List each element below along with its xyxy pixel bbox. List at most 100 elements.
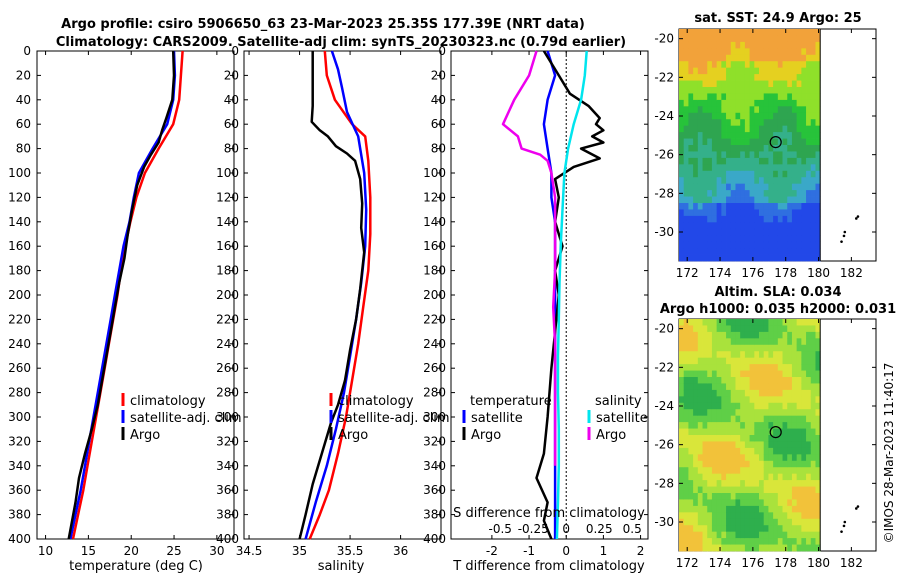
sla-cell (726, 435, 732, 442)
sst-cell (697, 125, 703, 133)
sst-lon-tick-label: 180 (807, 266, 830, 280)
sst-cell (707, 157, 713, 165)
depth-tick-label: 220 (8, 312, 31, 326)
sla-cell (801, 415, 807, 423)
sla-cell (782, 422, 788, 429)
sla-cell (693, 531, 699, 539)
diff-depth-tick-label: 160 (423, 239, 446, 253)
sst-cell (796, 54, 802, 62)
sst-cell (782, 80, 788, 88)
sst-cell (707, 203, 713, 210)
sst-cell (679, 203, 685, 210)
sla-cell (777, 499, 783, 507)
sst-cell (777, 222, 783, 230)
sst-cell (697, 241, 703, 249)
sla-cell (688, 531, 694, 539)
sst-cell (754, 241, 760, 249)
sla-cell (791, 505, 798, 513)
sst-cell (688, 29, 694, 36)
sla-cell (721, 460, 727, 468)
sst-cell (754, 112, 760, 120)
salinity-legend: climatology satellite-adj. clim Argo (329, 393, 450, 443)
sst-cell (707, 164, 713, 172)
sla-cell (702, 486, 708, 494)
sst-cell (773, 138, 779, 146)
sst-cell (735, 99, 741, 107)
sst-cell (697, 183, 703, 191)
sst-cell (815, 132, 821, 139)
sst-cell (697, 87, 703, 94)
sla-cell (744, 402, 750, 410)
sst-cell (711, 99, 718, 107)
sla-cell (773, 370, 779, 378)
sst-cell (683, 74, 689, 81)
sla-cell (711, 544, 718, 552)
sla-cell (744, 525, 750, 533)
sla-cell (791, 364, 798, 371)
sst-cell (702, 41, 708, 49)
sst-cell (740, 119, 746, 127)
sst-cell (773, 145, 779, 152)
sst-cell (735, 41, 741, 49)
sst-cell (679, 215, 685, 223)
sla-cell (697, 428, 703, 436)
sla-cell (716, 396, 722, 404)
sst-lon-tick-label: 182 (840, 266, 863, 280)
sla-cell (763, 351, 769, 359)
sst-cell (777, 87, 783, 94)
sla-cell (735, 396, 741, 404)
sst-cell (810, 132, 816, 139)
sst-cell (768, 112, 774, 120)
sst-cell (773, 196, 779, 204)
sst-cell (810, 35, 816, 43)
sla-cell (697, 344, 703, 352)
sla-cell (773, 319, 779, 326)
sla-cell (697, 383, 703, 391)
sla-cell (763, 428, 769, 436)
sla-cell (744, 344, 750, 352)
sla-cell (735, 544, 741, 552)
sla-cell (791, 389, 798, 397)
sst-cell (773, 106, 779, 114)
sst-cell (759, 48, 765, 56)
sla-cell (740, 447, 746, 455)
sst-cell (726, 183, 732, 191)
sst-cell (759, 119, 765, 127)
sst-cell (782, 74, 788, 81)
sst-cell (759, 177, 765, 185)
sst-cell (744, 203, 750, 210)
sst-cell (697, 41, 703, 49)
sst-cell (702, 112, 708, 120)
sla-cell (735, 428, 741, 436)
sla-cell (801, 364, 807, 371)
sst-cell (773, 132, 779, 139)
sst-cell (693, 106, 699, 114)
sla-cell (768, 389, 774, 397)
sla-cell (702, 499, 708, 507)
sla-cell (801, 531, 807, 539)
depth-tick-label: 320 (8, 434, 31, 448)
sla-cell (787, 518, 793, 526)
sst-cell (688, 209, 694, 217)
sst-cell (815, 222, 821, 230)
sst-cell (777, 248, 783, 255)
sla-cell (801, 319, 807, 326)
sst-cell (787, 209, 793, 217)
diff-depth-tick-label: 80 (431, 142, 446, 156)
sal-depth-tick-label: 20 (224, 68, 239, 82)
sst-cell (721, 190, 727, 197)
sla-cell (740, 512, 746, 520)
sst-cell (787, 190, 793, 197)
sla-cell (716, 505, 722, 513)
sla-cell (810, 473, 816, 481)
sst-cell (721, 170, 727, 178)
sst-cell (754, 209, 760, 217)
sst-cell (777, 61, 783, 69)
diff-depth-tick-label: 60 (431, 117, 446, 131)
sla-cell (716, 357, 722, 365)
sla-cell (716, 402, 722, 410)
sla-cell (782, 344, 788, 352)
sst-cell (679, 196, 685, 204)
sst-cell (749, 177, 755, 185)
